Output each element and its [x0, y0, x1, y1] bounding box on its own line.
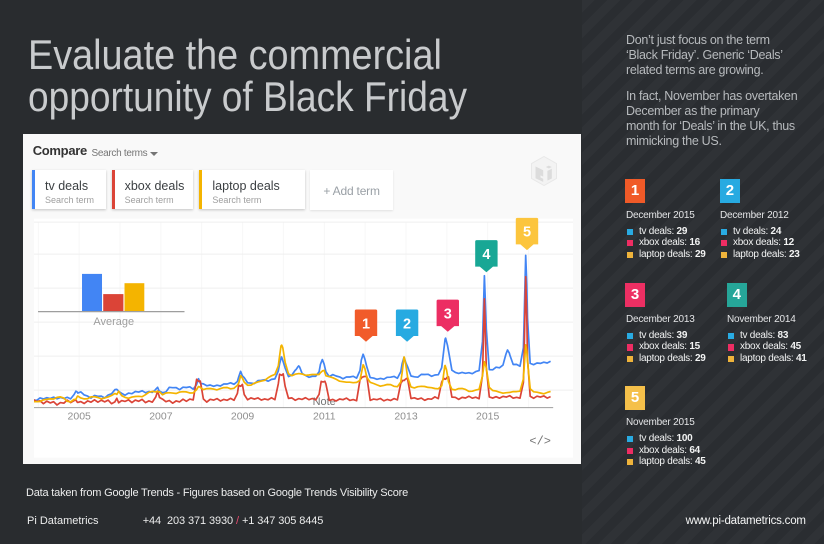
svg-text:2013: 2013	[394, 411, 417, 422]
svg-text:4: 4	[482, 247, 490, 263]
svg-text:Note: Note	[312, 396, 335, 408]
svg-text:2005: 2005	[67, 411, 90, 422]
svg-text:2011: 2011	[313, 411, 336, 422]
svg-text:2009: 2009	[231, 411, 254, 422]
svg-text:5: 5	[523, 225, 531, 241]
svg-text:2015: 2015	[476, 411, 499, 422]
svg-text:1: 1	[362, 316, 370, 332]
svg-text:2: 2	[403, 316, 411, 332]
svg-text:3: 3	[444, 306, 452, 322]
svg-text:Average: Average	[93, 316, 134, 328]
svg-text:</>: </>	[529, 434, 551, 448]
svg-text:2007: 2007	[149, 411, 172, 422]
